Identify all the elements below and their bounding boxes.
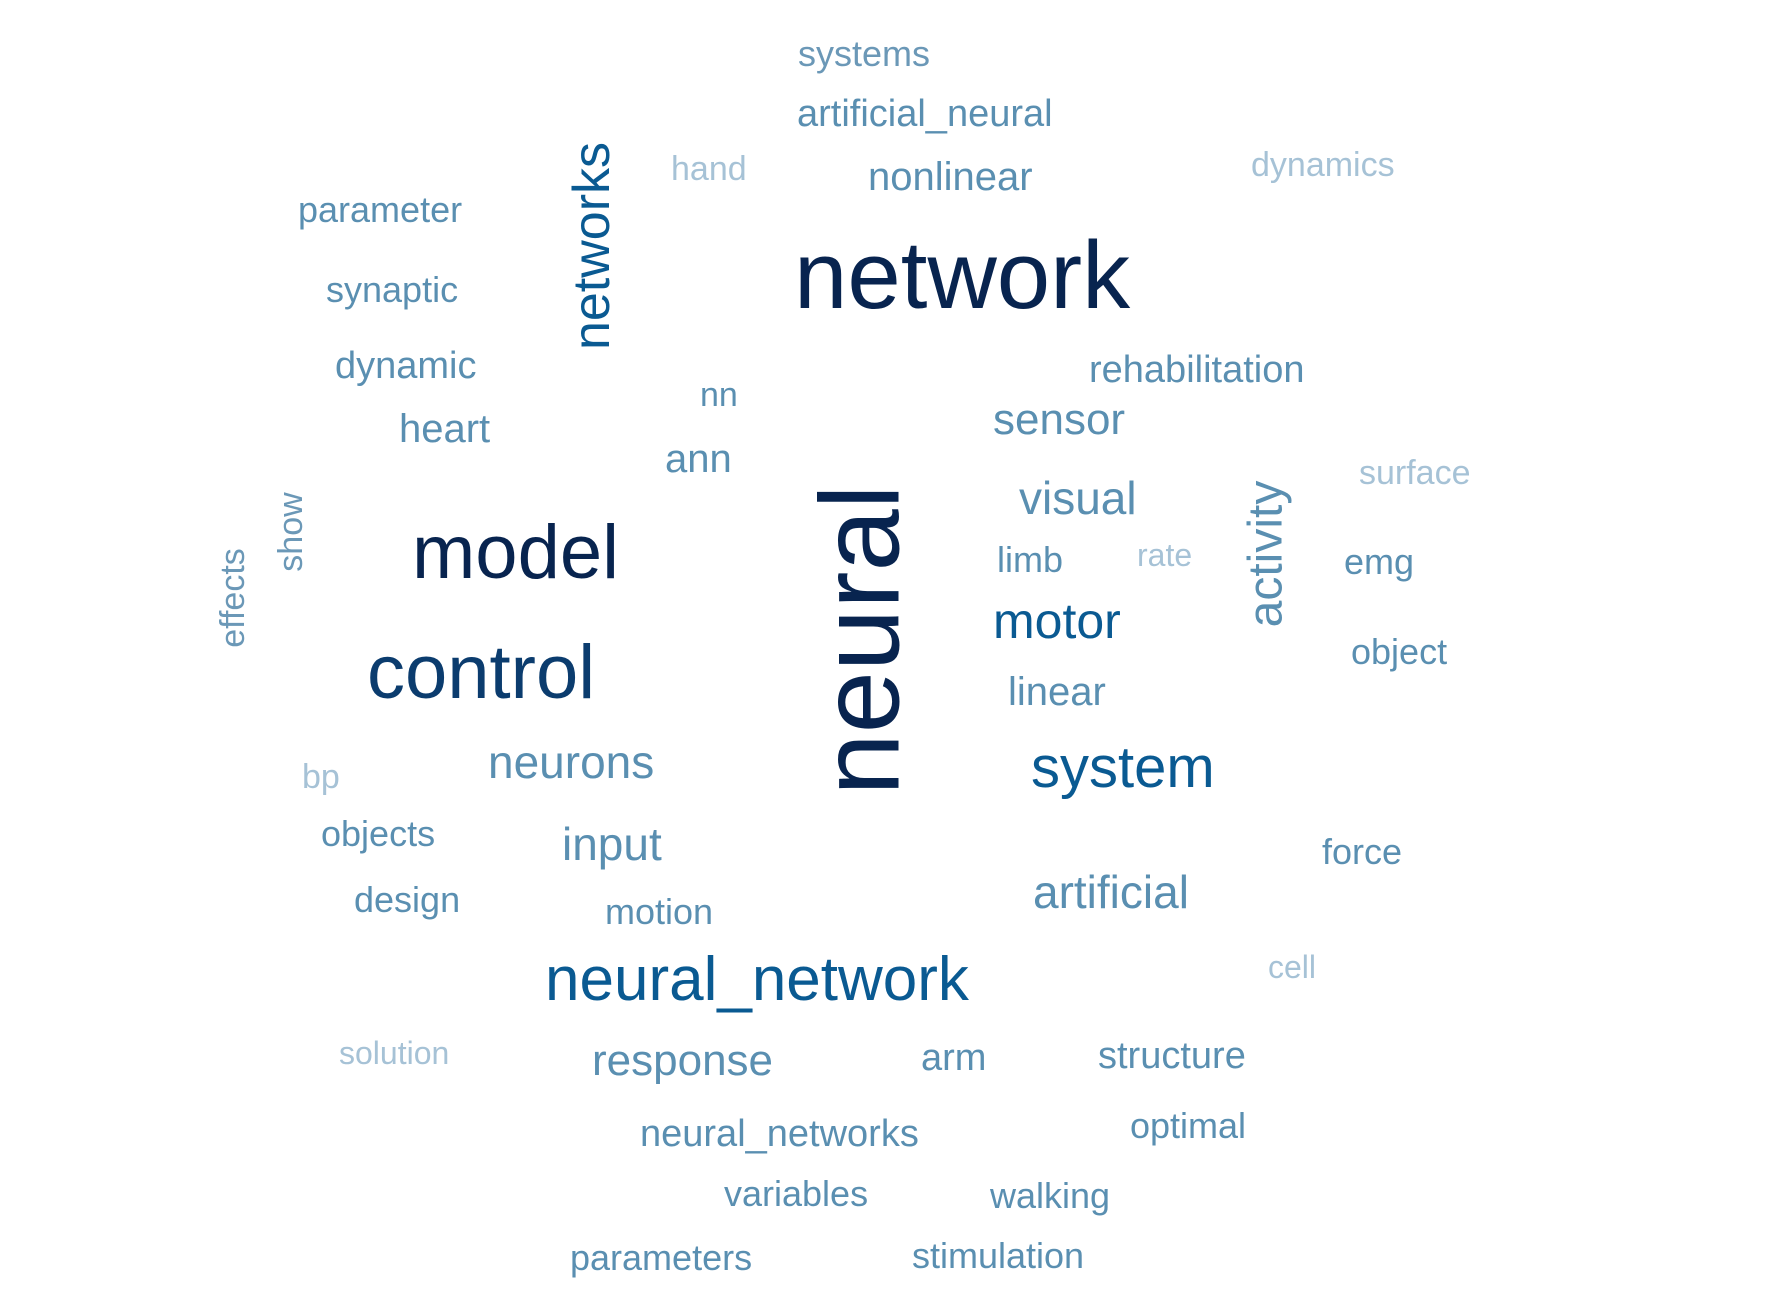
word-dynamics: dynamics	[1251, 146, 1395, 184]
word-neural: neural	[798, 484, 923, 795]
word-system: system	[1031, 735, 1215, 800]
word-stimulation: stimulation	[912, 1235, 1084, 1276]
word-variables: variables	[724, 1173, 868, 1214]
word-networks: networks	[563, 142, 621, 350]
word-activity: activity	[1240, 481, 1293, 628]
word-emg: emg	[1344, 541, 1414, 582]
word-neurons: neurons	[488, 736, 654, 788]
word-rehabilitation: rehabilitation	[1089, 349, 1304, 391]
word-motor: motor	[993, 593, 1121, 649]
word-show: show	[272, 492, 310, 572]
word-bp: bp	[302, 758, 340, 796]
word-motion: motion	[605, 891, 713, 932]
word-linear: linear	[1008, 670, 1106, 714]
word-heart: heart	[399, 407, 490, 451]
word-sensor: sensor	[993, 395, 1125, 444]
word-artificial-neural: artificial_neural	[797, 93, 1053, 135]
word-visual: visual	[1019, 472, 1137, 524]
word-artificial: artificial	[1033, 866, 1189, 918]
word-cell: cell	[1268, 949, 1316, 985]
word-network: network	[794, 222, 1131, 329]
word-dynamic: dynamic	[335, 345, 477, 387]
word-surface: surface	[1359, 454, 1471, 492]
word-model: model	[412, 510, 619, 595]
word-rate: rate	[1137, 537, 1192, 573]
word-force: force	[1322, 831, 1402, 872]
word-parameters: parameters	[570, 1237, 752, 1278]
word-structure: structure	[1098, 1035, 1246, 1077]
word-design: design	[354, 879, 460, 920]
word-objects: objects	[321, 813, 435, 854]
word-solution: solution	[339, 1035, 449, 1071]
word-effects: effects	[214, 548, 252, 648]
word-ann: ann	[665, 437, 732, 481]
word-control: control	[367, 630, 595, 715]
word-neural-network: neural_network	[545, 945, 970, 1014]
word-hand: hand	[671, 150, 747, 188]
word-systems: systems	[798, 33, 930, 74]
word-nn: nn	[700, 376, 738, 414]
word-parameter: parameter	[298, 189, 462, 230]
word-limb: limb	[997, 539, 1063, 580]
word-object: object	[1351, 631, 1447, 672]
word-input: input	[562, 818, 662, 870]
word-nonlinear: nonlinear	[868, 155, 1033, 199]
word-synaptic: synaptic	[326, 269, 458, 310]
word-neural-networks: neural_networks	[640, 1113, 919, 1155]
word-response: response	[592, 1036, 773, 1085]
word-walking: walking	[989, 1175, 1110, 1216]
word-optimal: optimal	[1130, 1105, 1246, 1146]
word-arm: arm	[921, 1037, 986, 1079]
